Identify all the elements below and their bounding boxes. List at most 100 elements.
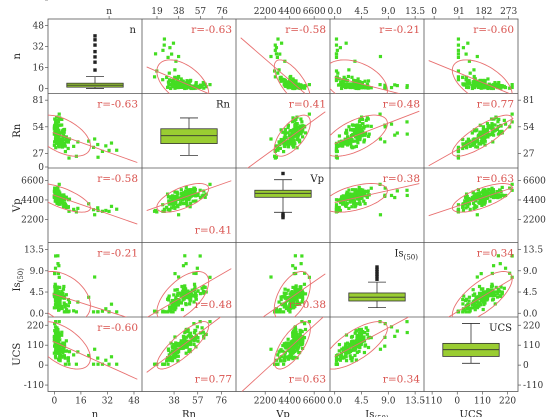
- scatter-point: [495, 189, 500, 194]
- scatter-point: [63, 305, 67, 309]
- bottom-tick-label: 220: [499, 397, 516, 407]
- box-outlier: [281, 171, 285, 176]
- right-tick-label: 27: [523, 149, 535, 159]
- scatter-point: [115, 310, 119, 314]
- scatter-point: [483, 143, 487, 147]
- scatter-point: [288, 310, 292, 314]
- scatter-point: [461, 302, 465, 306]
- scatter-point: [456, 48, 461, 52]
- top-tick-label: 4400: [278, 7, 301, 17]
- scatter-point: [508, 86, 512, 90]
- right-tick-label: 220: [523, 321, 540, 331]
- scatter-point: [282, 305, 286, 309]
- scatter-point: [502, 194, 506, 198]
- scatter-point: [66, 304, 70, 308]
- scatter-point: [279, 79, 283, 83]
- scatter-point: [479, 202, 483, 206]
- scatter-point: [193, 328, 197, 332]
- scatter-point: [300, 135, 305, 139]
- scatter-point: [337, 349, 341, 353]
- scatter-point: [104, 358, 108, 362]
- box-outlier: [281, 212, 285, 216]
- scatter-point: [100, 209, 105, 213]
- scatter-point: [471, 201, 476, 205]
- cell-1-2: r=0.41: [247, 99, 326, 168]
- scatter-point: [335, 75, 339, 79]
- scatter-point: [471, 190, 475, 194]
- scatter-point: [55, 285, 60, 289]
- scatter-point: [456, 156, 461, 160]
- correlation-label: r=-0.58: [285, 24, 326, 36]
- scatter-point: [165, 85, 170, 89]
- scatter-point: [292, 127, 297, 131]
- scatter-point: [176, 205, 180, 209]
- box-outlier: [93, 49, 97, 54]
- scatter-point: [200, 286, 204, 290]
- scatter-point: [53, 266, 58, 270]
- scatter-point: [481, 125, 486, 129]
- scatter-point: [171, 310, 175, 314]
- scatter-point: [282, 310, 286, 314]
- scatter-point: [189, 342, 193, 346]
- scatter-point: [87, 353, 91, 358]
- scatter-point: [285, 299, 289, 303]
- scatter-point: [287, 134, 292, 138]
- top-tick-label: 6600: [303, 7, 326, 17]
- box-body: [160, 128, 218, 144]
- correlation-label: r=0.41: [289, 99, 326, 111]
- top-tick-label: 4.5: [354, 7, 369, 17]
- scatter-point: [352, 195, 356, 199]
- scatter-point: [194, 271, 198, 276]
- scatter-point: [295, 340, 299, 344]
- matrix-frame: [47, 18, 519, 392]
- scatter-point: [344, 197, 349, 202]
- top-tick-label: 9.0: [381, 7, 396, 17]
- scatter-point: [298, 140, 302, 144]
- scatter-point: [64, 308, 69, 312]
- scatter-point: [357, 191, 361, 195]
- scatter-point: [171, 84, 175, 89]
- scatter-point: [461, 146, 465, 151]
- scatter-point: [395, 83, 399, 88]
- scatter-point: [383, 344, 387, 348]
- scatter-point: [350, 139, 355, 143]
- scatter-point: [179, 291, 183, 296]
- scatter-point: [60, 117, 64, 121]
- scatter-point: [109, 141, 114, 145]
- fit-line: [241, 317, 324, 392]
- scatter-point: [54, 298, 58, 303]
- scatter-point: [334, 203, 339, 207]
- scatter-point: [482, 138, 486, 142]
- scatter-point: [167, 294, 171, 298]
- scatter-point: [58, 348, 62, 352]
- scatter-point: [344, 128, 349, 132]
- scatter-point: [470, 195, 474, 200]
- scatter-point: [175, 194, 179, 199]
- scatter-point: [349, 195, 354, 199]
- scatter-point: [295, 128, 299, 132]
- scatter-point: [175, 293, 180, 297]
- left-tick-label: 48: [33, 21, 45, 31]
- top-tick-label: 19: [151, 7, 163, 17]
- scatter-point: [283, 344, 287, 348]
- scatter-point: [63, 362, 68, 366]
- cell-2-0: r=-0.58: [48, 173, 138, 225]
- scatter-point: [354, 189, 359, 193]
- fit-line: [334, 76, 401, 94]
- scatter-point: [473, 129, 477, 133]
- left-variable-label: UCS: [12, 343, 23, 366]
- scatter-point: [475, 139, 480, 143]
- scatter-point: [496, 120, 500, 124]
- scatter-point: [359, 192, 364, 196]
- scatter-point: [358, 201, 362, 205]
- left-tick-label: 2200: [21, 215, 44, 225]
- scatter-point: [479, 133, 483, 137]
- scatter-point: [109, 204, 114, 208]
- scatter-point: [354, 202, 358, 206]
- scatter-point: [56, 292, 60, 296]
- scatter-point: [481, 85, 485, 89]
- scatter-point: [273, 148, 277, 152]
- scatter-point: [299, 86, 303, 91]
- scatter-point: [100, 149, 105, 153]
- right-tick-label: -110: [523, 381, 543, 391]
